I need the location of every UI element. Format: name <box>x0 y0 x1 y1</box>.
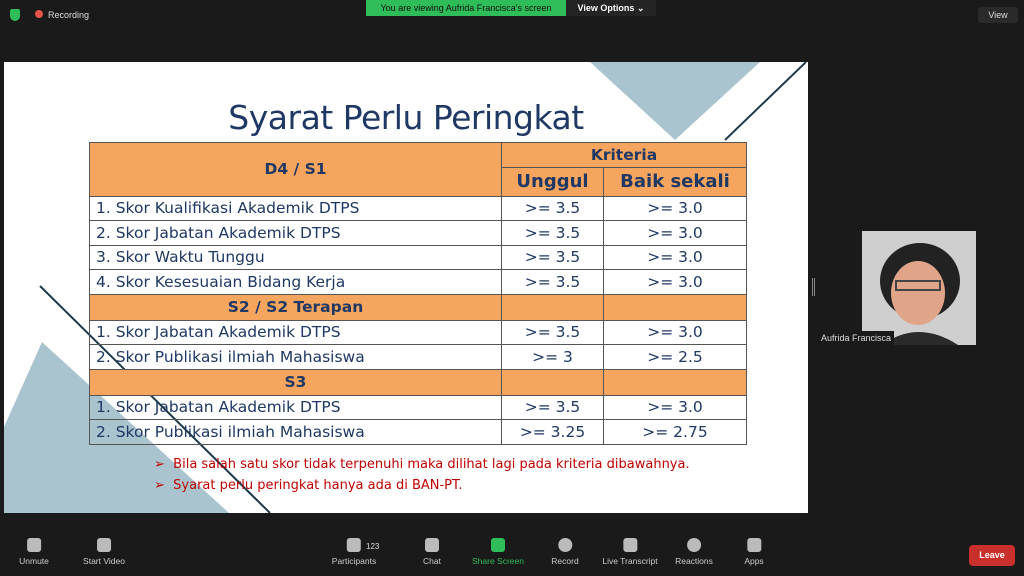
video-off-icon <box>97 538 111 552</box>
criterion-label: 2. Skor Publikasi ilmiah Mahasiswa <box>89 344 502 370</box>
criterion-label: 1. Skor Kualifikasi Akademik DTPS <box>89 195 502 221</box>
slide-title: Syarat Perlu Peringkat <box>228 98 584 137</box>
criterion-label: 1. Skor Jabatan Akademik DTPS <box>89 319 502 345</box>
unggul-value: >= 3.5 <box>501 220 604 246</box>
reactions-button[interactable]: Reactions <box>675 538 713 566</box>
chat-icon <box>425 538 439 552</box>
share-screen-button[interactable]: Share Screen <box>472 538 524 566</box>
view-button[interactable]: View <box>978 7 1018 23</box>
criterion-label: 3. Skor Waktu Tunggu <box>89 244 502 270</box>
empty-cell <box>603 293 747 321</box>
participant-video[interactable] <box>862 231 976 345</box>
unggul-value: >= 3.5 <box>501 394 604 420</box>
unggul-value: >= 3.25 <box>501 419 604 445</box>
share-screen-icon <box>490 538 505 552</box>
kriteria-header: Kriteria <box>501 142 747 168</box>
shared-slide: Syarat Perlu Peringkat D4 / S1 Kriteria … <box>4 62 808 513</box>
record-button[interactable]: Record <box>551 538 579 566</box>
top-bar: Recording You are viewing Aufrida Franci… <box>0 0 1024 30</box>
criterion-label: 2. Skor Publikasi ilmiah Mahasiswa <box>89 419 502 445</box>
unggul-value: >= 3 <box>501 344 604 370</box>
leave-button[interactable]: Leave <box>969 545 1015 566</box>
viewing-screen-banner: You are viewing Aufrida Francisca's scre… <box>366 0 566 16</box>
meeting-toolbar: Unmute Start Video Participants 123 Chat… <box>0 530 1024 576</box>
baik-sekali-value: >= 3.0 <box>603 195 747 221</box>
table-row: 4. Skor Kesesuaian Bidang Kerja >= 3.5 >= … <box>89 269 747 295</box>
resize-handle[interactable] <box>812 278 815 296</box>
participant-name: Aufrida Francisca <box>818 331 895 345</box>
program-header: D4 / S1 <box>89 142 502 197</box>
section-row: S2 / S2 Terapan <box>89 293 747 321</box>
baik-sekali-value: >= 2.5 <box>603 344 747 370</box>
empty-cell <box>501 368 604 396</box>
unggul-value: >= 3.5 <box>501 269 604 295</box>
security-shield-icon[interactable] <box>10 9 20 21</box>
participants-button[interactable]: Participants <box>332 538 376 566</box>
top-line <box>724 62 807 141</box>
table-row: 2. Skor Publikasi ilmiah Mahasiswa >= 3 >=… <box>89 344 747 370</box>
criterion-label: 1. Skor Jabatan Akademik DTPS <box>89 394 502 420</box>
start-video-button[interactable]: Start Video <box>83 538 125 566</box>
note-item: ➢ Syarat perlu peringkat hanya ada di BA… <box>154 478 463 493</box>
avatar <box>862 231 976 345</box>
reactions-icon <box>687 538 701 552</box>
participants-icon <box>346 538 361 552</box>
recording-label: Recording <box>48 10 90 20</box>
section-label: S3 <box>89 368 502 396</box>
empty-cell <box>603 368 747 396</box>
criterion-label: 4. Skor Kesesuaian Bidang Kerja <box>89 269 502 295</box>
record-icon <box>558 538 572 552</box>
notes: ➢ Bila salah satu skor tidak terpenuhi m… <box>154 457 690 499</box>
participant-count: 123 <box>366 542 380 551</box>
unggul-value: >= 3.5 <box>501 195 604 221</box>
empty-cell <box>501 293 604 321</box>
muted-mic-icon <box>26 538 41 552</box>
table-row: 3. Skor Waktu Tunggu >= 3.5 >= 3.0 <box>89 244 747 270</box>
recording-icon <box>35 10 43 18</box>
section-label: S2 / S2 Terapan <box>89 293 502 321</box>
baik-sekali-value: >= 3.0 <box>603 244 747 270</box>
table-row: 1. Skor Jabatan Akademik DTPS >= 3.5 >= 3.… <box>89 319 747 345</box>
baik-sekali-header: Baik sekali <box>603 166 747 197</box>
baik-sekali-value: >= 3.0 <box>603 394 747 420</box>
table-row: 2. Skor Jabatan Akademik DTPS >= 3.5 >= 3.… <box>89 220 747 246</box>
apps-icon <box>747 538 761 552</box>
criterion-label: 2. Skor Jabatan Akademik DTPS <box>89 220 502 246</box>
baik-sekali-value: >= 3.0 <box>603 220 747 246</box>
baik-sekali-value: >= 3.0 <box>603 269 747 295</box>
cc-icon <box>623 538 637 552</box>
table-row: 1. Skor Jabatan Akademik DTPS >= 3.5 >= 3.… <box>89 394 747 420</box>
criteria-table: D4 / S1 Kriteria Unggul Baik sekali 1. S… <box>89 142 747 445</box>
note-item: ➢ Bila salah satu skor tidak terpenuhi m… <box>154 457 690 472</box>
view-options-button[interactable]: View Options ⌄ <box>566 0 656 16</box>
unggul-value: >= 3.5 <box>501 244 604 270</box>
baik-sekali-value: >= 2.75 <box>603 419 747 445</box>
live-transcript-button[interactable]: Live Transcript <box>602 538 658 566</box>
section-row: S3 <box>89 368 747 396</box>
unmute-button[interactable]: Unmute <box>19 538 49 566</box>
table-row: 1. Skor Kualifikasi Akademik DTPS >= 3.5 >… <box>89 195 747 221</box>
baik-sekali-value: >= 3.0 <box>603 319 747 345</box>
apps-button[interactable]: Apps <box>744 538 764 566</box>
chat-button[interactable]: Chat <box>423 538 441 566</box>
unggul-value: >= 3.5 <box>501 319 604 345</box>
unggul-header: Unggul <box>501 166 604 197</box>
top-triangle <box>590 62 760 140</box>
table-row: 2. Skor Publikasi ilmiah Mahasiswa >= 3.2… <box>89 419 747 445</box>
